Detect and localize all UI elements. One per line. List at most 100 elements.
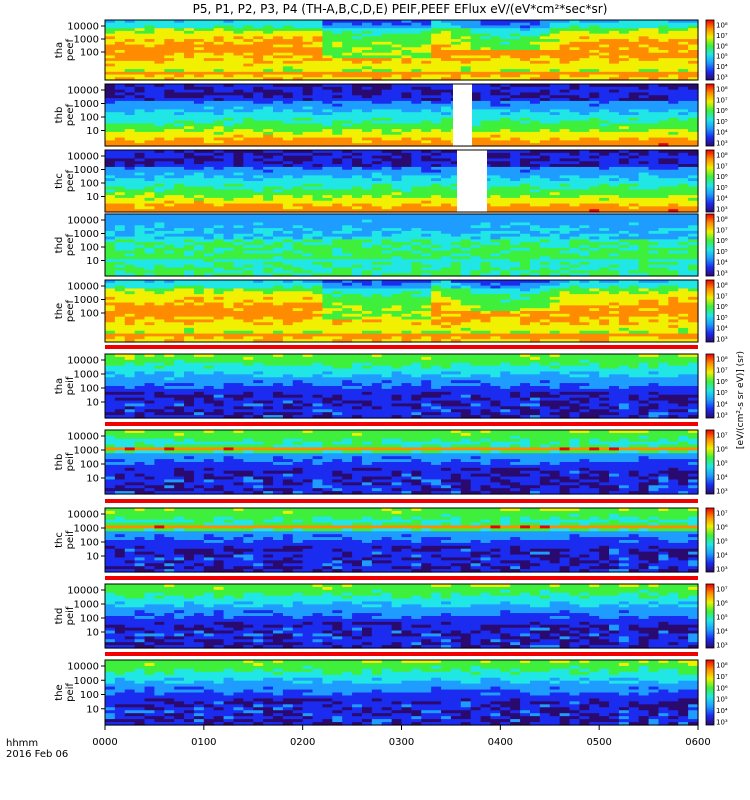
panel-frame [104,213,699,277]
y-tick-label: 100 [80,48,99,59]
panel-frame [104,279,699,343]
panel-frame [104,19,699,81]
x-tick-label: 0600 [685,737,710,748]
y-tick-label: 10000 [67,586,99,597]
separator-bar [105,499,698,503]
y-tick-label: 1000 [74,99,99,110]
y-tick-label: 10 [86,126,99,137]
colorbar-tick-label: 10⁵ [716,118,728,126]
y-axis-product-label: peef [65,169,76,192]
colorbar-tick-label: 10⁸ [716,282,728,290]
separator-bar [105,422,698,426]
colorbar-tick-label: 10⁶ [716,303,728,311]
y-tick-label: 1000 [74,524,99,535]
colorbar-tick-label: 10⁶ [716,524,728,532]
colorbar-tick-label: 10⁴ [716,400,728,408]
y-tick-label: 10000 [67,22,99,33]
spectrogram [105,214,699,277]
x-tick-label: 0500 [586,737,611,748]
colorbar-tick-label: 10⁵ [716,389,728,397]
colorbar-tick-label: 10⁷ [716,367,728,375]
panel-thc-peif: 10000 1000 100 10 thc peif 10⁷ 10⁶ 10⁵ 10⁴ 10³ [54,507,728,574]
x-axis-date: 2016 Feb 06 [6,749,68,760]
colorbar [705,429,715,495]
colorbar-tick-label: 10⁵ [716,184,728,192]
colorbar-tick-label: 10⁴ [716,129,728,137]
colorbar-tick-label: 10³ [716,74,728,82]
y-tick-label: 100 [80,384,99,395]
colorbar-tick-label: 10⁴ [716,325,728,333]
panel-the-peef: 10000 1000 100 the peef 10⁸ 10⁷ 10⁶ 10⁵ 10⁴ 10³ [54,279,728,344]
colorbar-title: [eV/(cm²-s sr eV)] (sr) [736,351,746,449]
y-axis-probe-label: thd [54,608,65,625]
colorbar [705,659,715,726]
y-tick-label: 1000 [74,676,99,687]
data-gap [457,150,487,212]
y-axis-probe-label: thc [54,173,65,189]
y-tick-label: 10000 [67,432,99,443]
colorbar-tick-label: 10³ [716,140,728,148]
colorbar-tick-label: 10⁵ [716,460,728,468]
y-tick-label: 100 [80,614,99,625]
x-tick-label: 0400 [488,737,513,748]
y-tick-label: 100 [80,309,99,320]
colorbar-tick-label: 10⁸ [716,152,728,160]
colorbar-tick-label: 10⁸ [716,356,728,364]
y-axis-probe-label: tha [54,378,65,394]
y-axis-probe-label: the [54,303,65,319]
x-tick-label: 0200 [290,737,315,748]
y-axis-product-label: peef [65,103,76,126]
y-tick-label: 10000 [67,356,99,367]
y-tick-label: 10000 [67,152,99,163]
y-axis-probe-label: thb [54,107,65,124]
x-axis: 0000 0100 0200 0300 0400 0500 0600 [92,725,711,748]
colorbar-tick-label: 10⁵ [716,614,728,622]
y-axis-product-label: peif [65,530,76,549]
y-axis-probe-label: thb [54,454,65,471]
colorbar [705,213,715,277]
y-tick-label: 10 [86,704,99,715]
colorbar-tick-label: 10⁷ [716,673,728,681]
y-axis-product-label: peif [65,606,76,625]
colorbar-tick-label: 10⁴ [716,259,728,267]
colorbar-tick-label: 10⁶ [716,107,728,115]
x-axis-label: hhmm [6,738,38,749]
y-tick-label: 10 [86,192,99,203]
y-tick-label: 1000 [74,600,99,611]
y-tick-label: 10000 [67,282,99,293]
panel-thb-peif: 10000 1000 100 10 thb peif 10⁷ 10⁶ 10⁵ 10⁴ 10³ [54,429,728,496]
y-axis-product-label: peif [65,376,76,395]
colorbar-tick-label: 10⁶ [716,173,728,181]
colorbar [705,19,715,81]
panel-thc-peef: 10000 1000 100 10 thc peef 10⁸ 10⁷ 10⁶ 10⁵ 10⁴ 10³ [54,149,728,214]
y-axis-probe-label: the [54,684,65,700]
y-tick-label: 10000 [67,662,99,673]
colorbar-tick-label: 10³ [716,642,728,650]
spectrogram [105,20,699,81]
y-axis-product-label: peef [65,299,76,322]
colorbar-tick-label: 10⁵ [716,248,728,256]
colorbar-tick-label: 10⁴ [716,63,728,71]
colorbar-tick-label: 10⁶ [716,42,728,50]
y-tick-label: 100 [80,113,99,124]
colorbar-tick-label: 10³ [716,488,728,496]
spectrogram [105,280,699,343]
colorbar-tick-label: 10⁵ [716,53,728,61]
separator-bar [105,345,698,349]
panel-tha-peef: 10000 1000 100 tha peef 10⁸ 10⁷ 10⁶ 10⁵ 10⁴ 10³ [54,19,728,82]
y-tick-label: 100 [80,179,99,190]
panel-tha-peif: 10000 1000 100 10 tha peif 10⁸ 10⁷ 10⁶ 10⁵ 10⁴ 10³ [54,353,728,420]
colorbar-tick-label: 10⁸ [716,662,728,670]
x-tick-label: 0000 [92,737,117,748]
colorbar-tick-label: 10⁶ [716,237,728,245]
y-tick-label: 1000 [74,165,99,176]
y-tick-label: 10 [86,256,99,267]
colorbar-tick-label: 10⁴ [716,195,728,203]
y-tick-label: 1000 [74,229,99,240]
colorbar-tick-label: 10⁷ [716,226,728,234]
colorbar-tick-label: 10³ [716,719,728,727]
spectrogram [105,584,699,649]
colorbar-tick-label: 10⁷ [716,96,728,104]
y-tick-label: 10 [86,398,99,409]
panel-frame [104,149,699,213]
